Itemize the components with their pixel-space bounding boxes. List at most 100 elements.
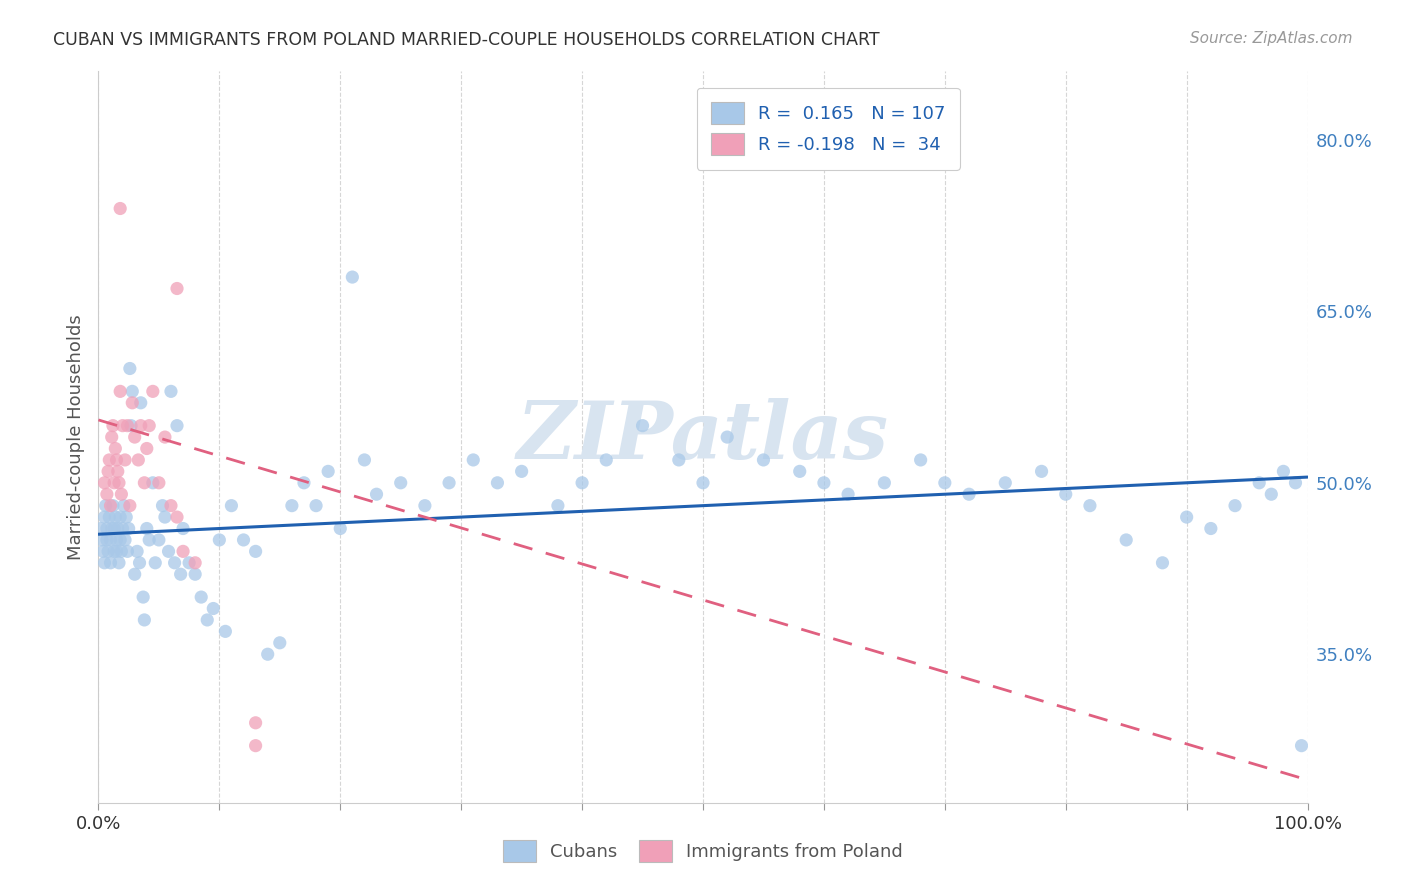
- Point: [510, 464, 533, 478]
- Point: [134, 613, 156, 627]
- Point: [103, 521, 125, 535]
- Y-axis label: Married-couple Households: Married-couple Households: [66, 314, 84, 560]
- Point: [108, 475, 131, 490]
- Point: [101, 418, 124, 433]
- Point: [184, 567, 207, 582]
- Point: [91, 544, 114, 558]
- Point: [107, 521, 129, 535]
- Point: [108, 384, 131, 399]
- Point: [97, 464, 120, 478]
- Point: [135, 442, 157, 456]
- Point: [111, 418, 134, 433]
- Point: [208, 533, 231, 547]
- Point: [486, 475, 509, 490]
- Point: [127, 544, 149, 558]
- Point: [118, 499, 141, 513]
- Point: [342, 270, 364, 285]
- Point: [463, 453, 485, 467]
- Point: [1115, 533, 1137, 547]
- Point: [96, 533, 118, 547]
- Point: [1031, 464, 1053, 478]
- Point: [353, 453, 375, 467]
- Point: [96, 487, 118, 501]
- Point: [1284, 475, 1306, 490]
- Point: [413, 499, 436, 513]
- Point: [329, 521, 352, 535]
- Point: [100, 499, 122, 513]
- Point: [789, 464, 811, 478]
- Point: [142, 475, 165, 490]
- Point: [108, 202, 131, 216]
- Point: [118, 521, 141, 535]
- Point: [668, 453, 690, 467]
- Point: [103, 475, 125, 490]
- Point: [120, 418, 142, 433]
- Point: [134, 475, 156, 490]
- Point: [148, 533, 170, 547]
- Point: [389, 475, 412, 490]
- Point: [111, 521, 134, 535]
- Point: [179, 556, 201, 570]
- Point: [93, 556, 115, 570]
- Point: [91, 533, 114, 547]
- Point: [100, 533, 122, 547]
- Point: [121, 396, 143, 410]
- Text: CUBAN VS IMMIGRANTS FROM POLAND MARRIED-COUPLE HOUSEHOLDS CORRELATION CHART: CUBAN VS IMMIGRANTS FROM POLAND MARRIED-…: [53, 31, 880, 49]
- Point: [115, 510, 138, 524]
- Point: [98, 453, 121, 467]
- Point: [101, 499, 124, 513]
- Point: [1249, 475, 1271, 490]
- Point: [105, 544, 128, 558]
- Point: [1054, 487, 1077, 501]
- Point: [121, 384, 143, 399]
- Point: [143, 556, 166, 570]
- Point: [93, 475, 115, 490]
- Point: [124, 567, 146, 582]
- Point: [1175, 510, 1198, 524]
- Point: [281, 499, 304, 513]
- Point: [114, 533, 136, 547]
- Point: [837, 487, 859, 501]
- Point: [117, 544, 139, 558]
- Point: [132, 590, 155, 604]
- Point: [112, 499, 135, 513]
- Text: ZIPatlas: ZIPatlas: [517, 399, 889, 475]
- Point: [256, 647, 278, 661]
- Point: [90, 521, 112, 535]
- Point: [157, 544, 180, 558]
- Point: [100, 556, 122, 570]
- Point: [172, 544, 194, 558]
- Point: [437, 475, 460, 490]
- Point: [100, 521, 122, 535]
- Point: [232, 533, 254, 547]
- Point: [153, 510, 176, 524]
- Point: [129, 396, 152, 410]
- Point: [873, 475, 896, 490]
- Point: [716, 430, 738, 444]
- Point: [127, 453, 149, 467]
- Point: [138, 418, 160, 433]
- Point: [94, 499, 117, 513]
- Point: [110, 544, 132, 558]
- Legend: R =  0.165   N = 107, R = -0.198   N =  34: R = 0.165 N = 107, R = -0.198 N = 34: [697, 87, 960, 169]
- Point: [934, 475, 956, 490]
- Point: [163, 556, 186, 570]
- Point: [305, 499, 328, 513]
- Point: [142, 384, 165, 399]
- Point: [1078, 499, 1101, 513]
- Point: [195, 613, 218, 627]
- Point: [114, 453, 136, 467]
- Point: [129, 418, 152, 433]
- Point: [104, 442, 127, 456]
- Point: [813, 475, 835, 490]
- Point: [1272, 464, 1295, 478]
- Point: [245, 544, 267, 558]
- Point: [1199, 521, 1222, 535]
- Point: [138, 533, 160, 547]
- Point: [994, 475, 1017, 490]
- Legend: Cubans, Immigrants from Poland: Cubans, Immigrants from Poland: [496, 833, 910, 870]
- Point: [152, 499, 174, 513]
- Point: [166, 418, 188, 433]
- Point: [160, 499, 183, 513]
- Point: [221, 499, 243, 513]
